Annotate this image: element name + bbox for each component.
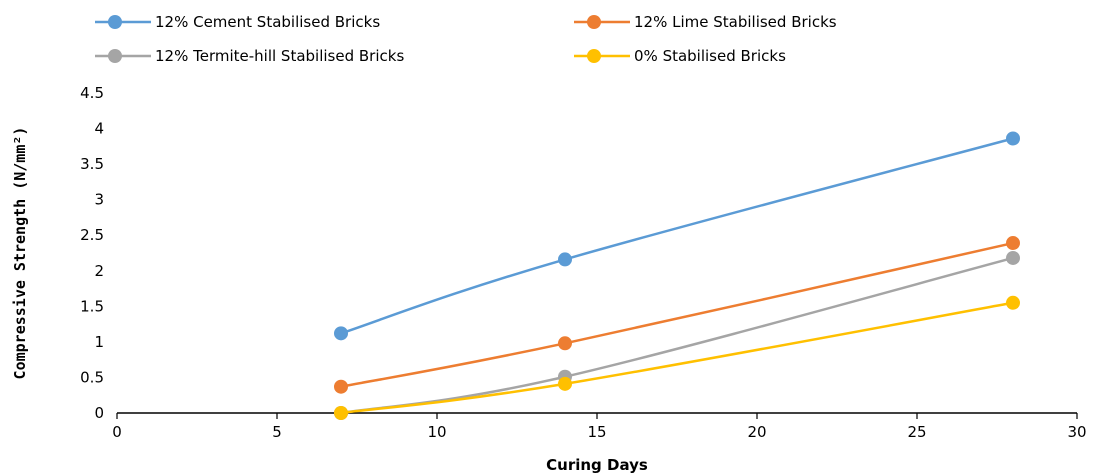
series-1-point-1 [558, 336, 572, 351]
series-0-point-1 [558, 252, 572, 267]
series-line-0 [340, 137, 1014, 335]
y-tick-label: 1 [94, 333, 104, 351]
legend-marker-1 [587, 15, 601, 29]
y-tick-label: 3.5 [80, 155, 104, 173]
legend-marker-3 [587, 49, 601, 63]
x-tick-label: 10 [427, 423, 446, 441]
legend-marker-2 [108, 49, 122, 63]
series-0-point-2 [1006, 131, 1020, 146]
x-tick-label: 5 [272, 423, 282, 441]
y-tick-label: 4.5 [80, 84, 104, 102]
x-axis-ticks: 0 5 10 15 20 25 30 [112, 413, 1087, 441]
series-line-2 [340, 256, 1014, 415]
y-tick-label: 0 [94, 404, 104, 422]
legend-label-3: 0% Stabilised Bricks [634, 47, 786, 65]
x-tick-label: 25 [907, 423, 926, 441]
series-group [334, 131, 1020, 420]
series-1-point-2 [1006, 236, 1020, 251]
plot-area: 0 0.5 1 1.5 2 2.5 3 3.5 4 4.5 0 5 10 15 20 25 30 [80, 84, 1086, 441]
x-tick-label: 15 [587, 423, 606, 441]
series-3-point-2 [1006, 295, 1020, 310]
x-tick-label: 20 [747, 423, 766, 441]
x-tick-label: 30 [1067, 423, 1086, 441]
x-axis-label: Curing Days [546, 456, 648, 474]
series-line-1 [340, 241, 1014, 388]
y-tick-label: 2.5 [80, 226, 104, 244]
legend-label-0: 12% Cement Stabilised Bricks [155, 13, 380, 31]
legend-marker-0 [108, 15, 122, 29]
series-2-point-2 [1006, 250, 1020, 265]
legend-label-1: 12% Lime Stabilised Bricks [634, 13, 837, 31]
y-tick-label: 4 [94, 120, 104, 138]
legend: 12% Cement Stabilised Bricks 12% Lime Sta… [95, 13, 837, 65]
y-tick-label: 0.5 [80, 368, 104, 386]
y-tick-label: 2 [94, 262, 104, 280]
series-3-point-0 [334, 406, 348, 420]
y-tick-label: 3 [94, 191, 104, 209]
y-tick-label: 1.5 [80, 297, 104, 315]
y-axis-label: Compressive Strength (N/mm²) [11, 127, 29, 380]
series-3-point-1 [558, 376, 572, 391]
series-line-3 [340, 301, 1014, 415]
y-axis-ticks: 0 0.5 1 1.5 2 2.5 3 3.5 4 4.5 [80, 84, 104, 422]
series-1-point-0 [334, 379, 348, 394]
series-0-point-0 [334, 326, 348, 341]
x-tick-label: 0 [112, 423, 122, 441]
legend-label-2: 12% Termite-hill Stabilised Bricks [155, 47, 404, 65]
